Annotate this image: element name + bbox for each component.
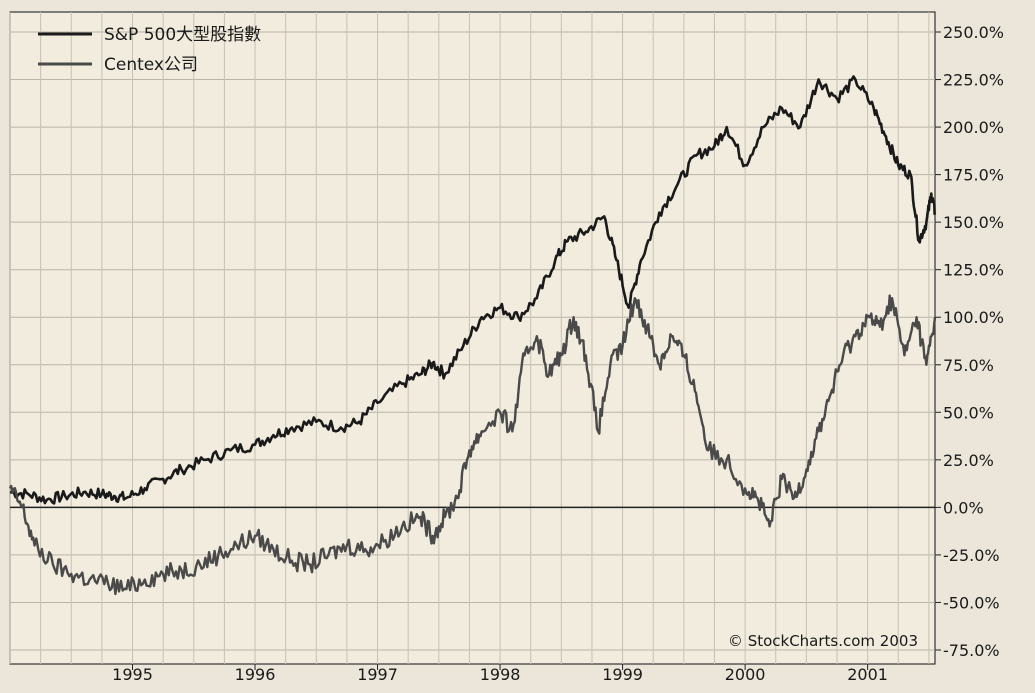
y-axis: 250.0% 225.0% 200.0% 175.0% 150.0% 125.0% 100.… [935,23,1004,660]
plot-area [9,11,936,665]
credit-text: © StockCharts.com 2003 [728,632,918,650]
y-tick-label: 0.0% [943,498,984,517]
y-tick-label: 175.0% [943,166,1004,185]
x-tick-label: 1997 [357,665,398,684]
x-tick-label: 2000 [725,665,766,684]
series-line-centex [8,294,937,596]
y-tick-label: 200.0% [943,118,1004,137]
x-tick-label: 1996 [235,665,276,684]
x-tick-label: 2001 [847,665,888,684]
x-axis: 1995 1996 1997 1998 1999 2000 2001 [112,664,888,684]
y-tick-label: 150.0% [943,213,1004,232]
y-tick-label: 100.0% [943,308,1004,327]
x-tick-label: 1995 [112,665,153,684]
legend-label: S&P 500大型股指數 [104,25,261,45]
y-tick-label: -25.0% [943,546,1000,565]
y-tick-label: 125.0% [943,261,1004,280]
y-tick-label: 75.0% [943,356,994,375]
series-line-sp500 [9,75,937,505]
y-tick-label: 225.0% [943,71,1004,90]
y-tick-label: 25.0% [943,451,994,470]
legend-label: Centex公司 [104,55,198,75]
x-tick-label: 1998 [480,665,521,684]
series-layer [8,75,937,596]
y-tick-label: -75.0% [943,641,1000,660]
y-tick-label: -50.0% [943,593,1000,612]
legend: S&P 500大型股指數 Centex公司 [38,25,261,75]
x-tick-label: 1999 [602,665,643,684]
y-tick-label: 50.0% [943,403,994,422]
y-tick-label: 250.0% [943,23,1004,42]
